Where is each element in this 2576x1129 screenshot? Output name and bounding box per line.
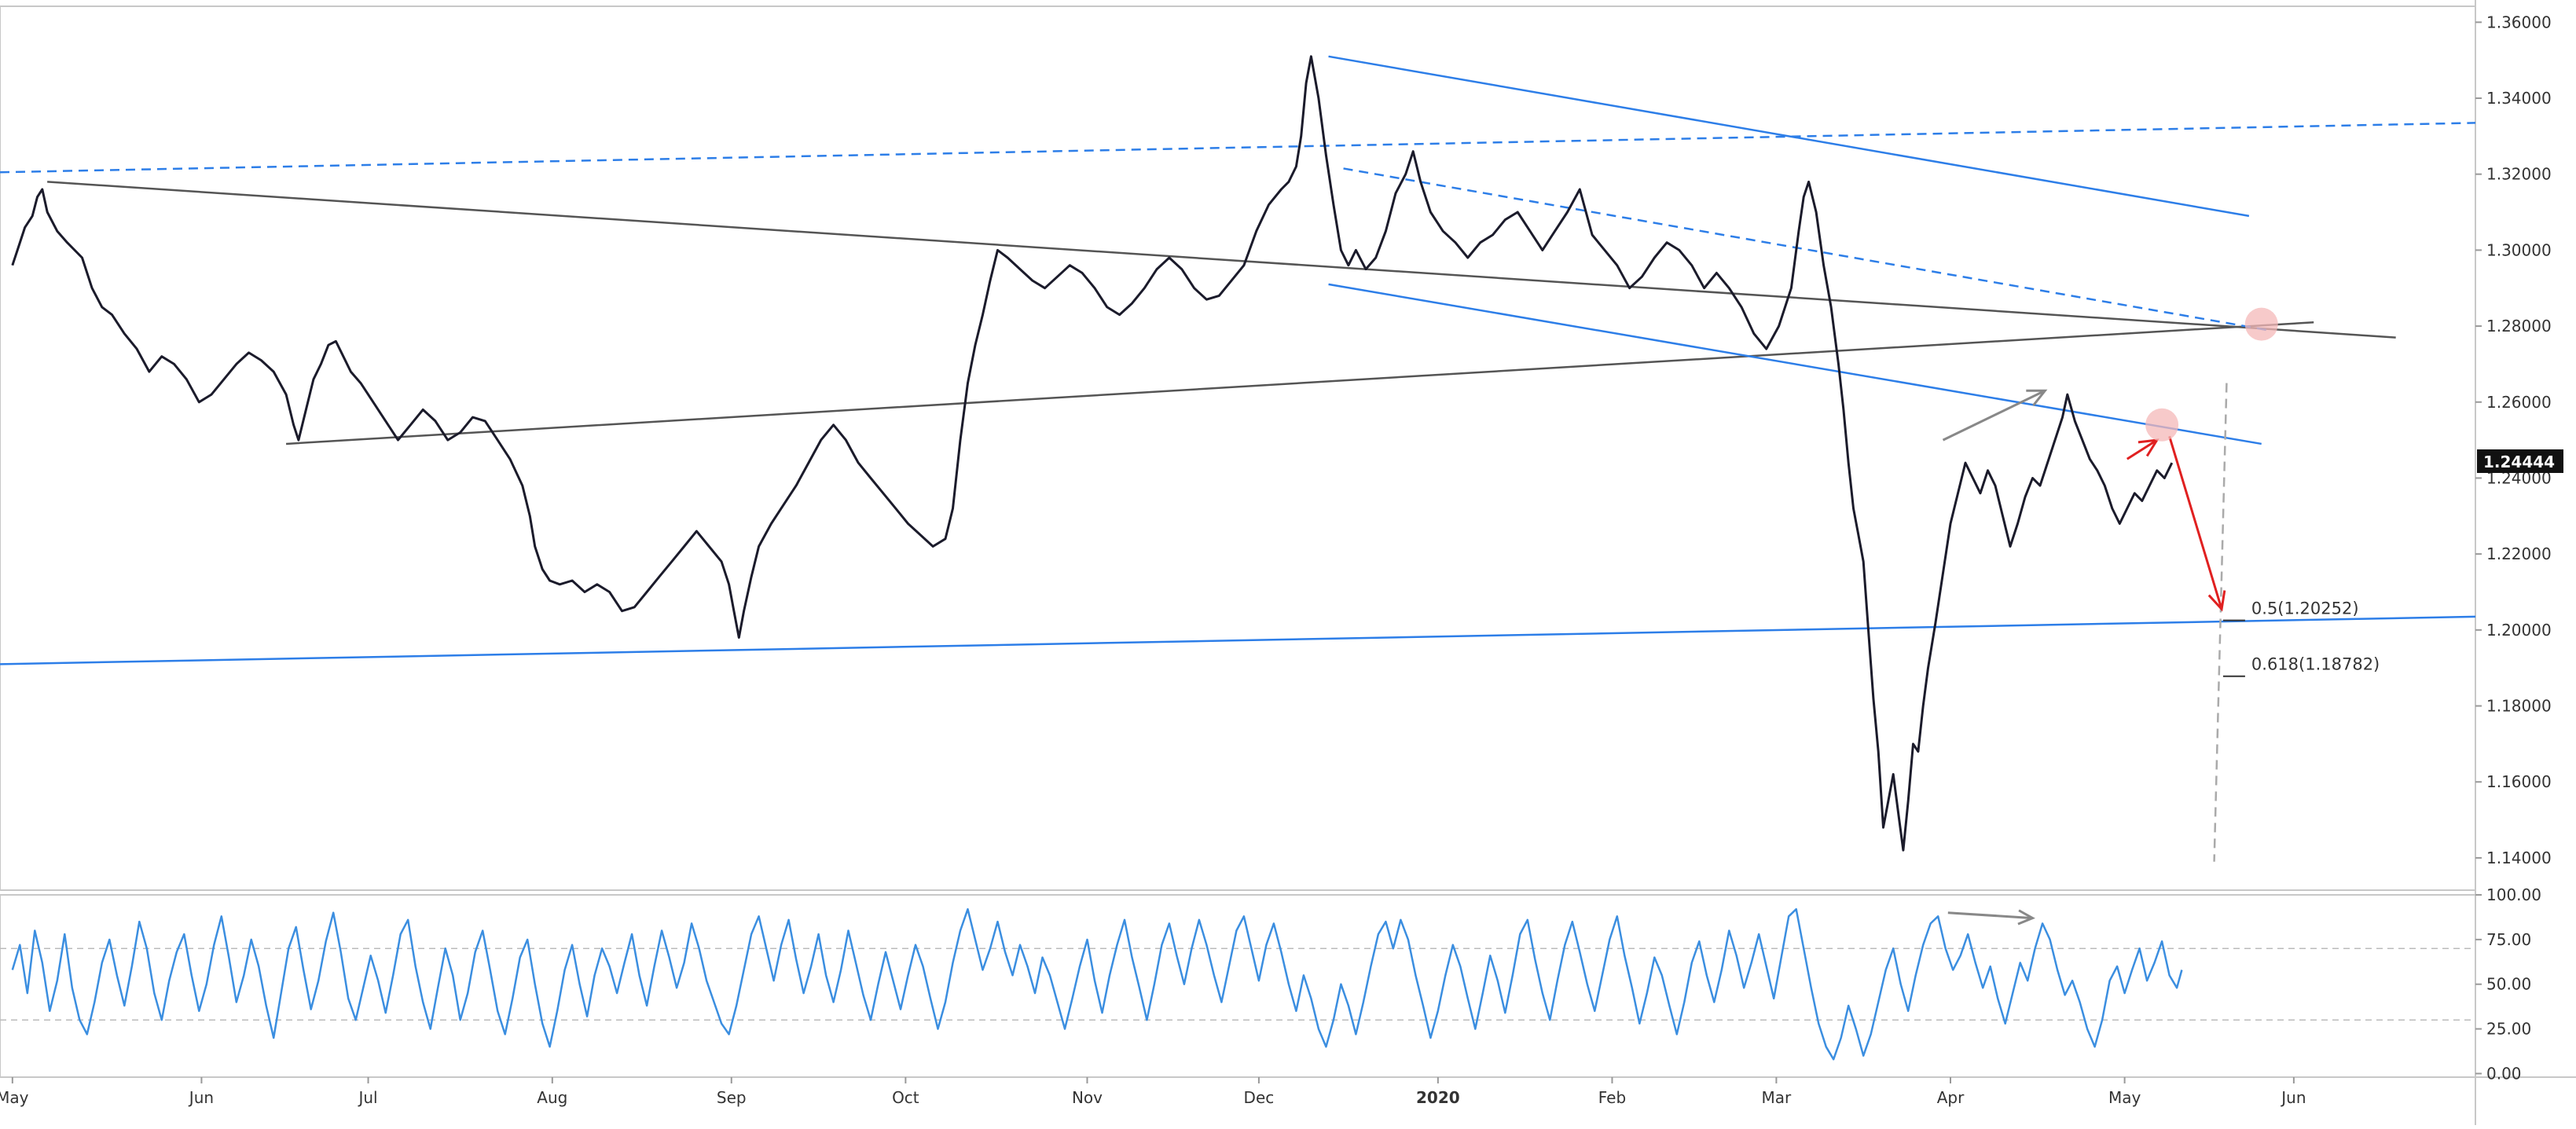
price-axis: 1.36000 1.34000 1.32000 1.30000 1.28000 1.260… xyxy=(2475,13,2552,867)
fibonacci-levels: 0.5(1.20252) 0.618(1.18782) xyxy=(2222,599,2380,677)
time-tick-label: Mar xyxy=(1762,1088,1793,1107)
oscillator-annotation-arrow xyxy=(1947,911,2033,920)
time-tick-label: Oct xyxy=(892,1088,919,1107)
price-tick-label: 1.36000 xyxy=(2486,13,2552,31)
trendline xyxy=(1328,55,2250,218)
price-tick-label: 1.18000 xyxy=(2486,697,2552,716)
time-tick-label: Jun xyxy=(188,1088,214,1107)
annotation-arrow xyxy=(1942,389,2046,442)
time-tick-label: Feb xyxy=(1598,1088,1626,1107)
annotation-arrow xyxy=(2168,435,2223,610)
time-tick-label: 2020 xyxy=(1416,1088,1460,1107)
oscillator-line xyxy=(11,907,2183,1061)
last-price-tag: 1.24444 xyxy=(2477,449,2563,473)
time-tick-label: Sep xyxy=(717,1088,747,1107)
trendlines xyxy=(0,55,2476,862)
price-tick-label: 1.20000 xyxy=(2486,621,2552,640)
oscillator-annotation-arrow-head xyxy=(2017,909,2035,926)
oscillator-tick-label: 100.00 xyxy=(2486,885,2541,904)
price-series xyxy=(11,55,2174,852)
price-tick-label: 1.28000 xyxy=(2486,317,2552,335)
highlight-circle xyxy=(2244,307,2278,341)
time-tick-label: Apr xyxy=(1937,1088,1965,1107)
fib-level-label: 0.618(1.18782) xyxy=(2251,655,2380,674)
time-tick-label: Dec xyxy=(1244,1088,1275,1107)
last-price-box xyxy=(2477,449,2563,473)
oscillator-series xyxy=(11,907,2183,1061)
trendline xyxy=(285,321,2314,445)
highlight-circle xyxy=(2145,408,2179,442)
annotations xyxy=(1942,307,2278,926)
oscillator-axis: 100.00 75.00 50.00 25.00 0.00 xyxy=(2475,885,2541,1083)
trendline xyxy=(1328,283,2262,445)
annotation-arrow-head xyxy=(2207,590,2226,612)
trendline xyxy=(2213,383,2228,862)
oscillator-tick-label: 50.00 xyxy=(2486,975,2531,994)
oscillator-tick-label: 75.00 xyxy=(2486,930,2531,949)
price-tick-label: 1.14000 xyxy=(2486,849,2552,867)
price-tick-label: 1.22000 xyxy=(2486,544,2552,563)
oscillator-tick-label: 25.00 xyxy=(2486,1020,2531,1039)
annotation-arrow xyxy=(2126,438,2158,460)
trendline xyxy=(0,615,2476,665)
time-tick-label: Jul xyxy=(357,1088,377,1107)
time-tick-label: Aug xyxy=(537,1088,567,1107)
time-tick-label: May xyxy=(0,1088,29,1107)
trendline xyxy=(0,122,2476,174)
price-tick-label: 1.30000 xyxy=(2486,240,2552,259)
annotation-arrow-head xyxy=(2026,389,2048,407)
last-price-label: 1.24444 xyxy=(2483,453,2555,471)
time-tick-label: May xyxy=(2108,1088,2141,1107)
fib-level-label: 0.5(1.20252) xyxy=(2251,599,2359,618)
time-axis: May Jun Jul Aug Sep Oct Nov Dec 2020 Feb Mar Apr May… xyxy=(0,1077,2306,1107)
price-tick-label: 1.32000 xyxy=(2486,165,2552,184)
price-tick-label: 1.34000 xyxy=(2486,89,2552,108)
oscillator-tick-label: 0.00 xyxy=(2486,1064,2522,1083)
price-tick-label: 1.16000 xyxy=(2486,772,2552,791)
trendline xyxy=(47,181,2396,339)
time-tick-label: Jun xyxy=(2280,1088,2306,1107)
price-line xyxy=(11,55,2174,852)
price-tick-label: 1.26000 xyxy=(2486,393,2552,412)
time-tick-label: Nov xyxy=(1072,1088,1103,1107)
